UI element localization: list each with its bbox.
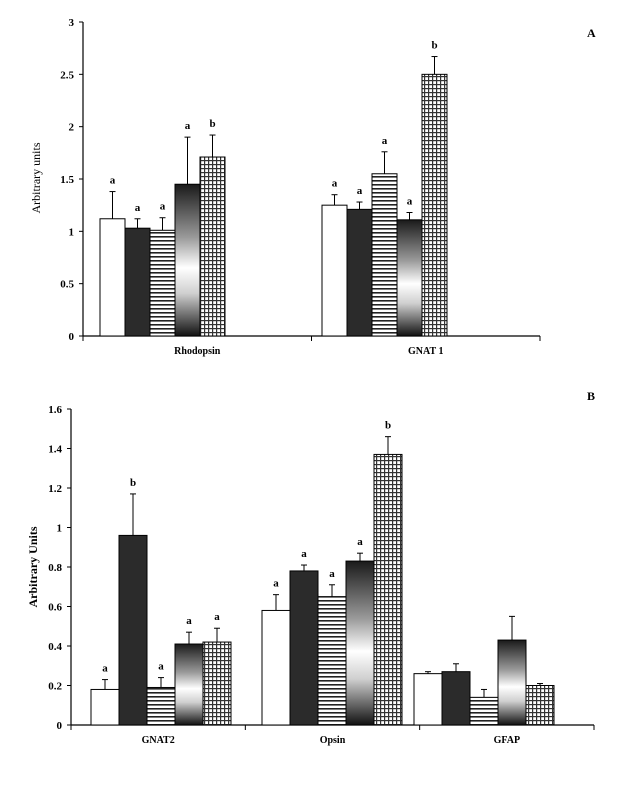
bar — [396, 219, 423, 337]
significance-label: b — [209, 118, 215, 130]
significance-label: a — [407, 195, 413, 207]
significance-label: a — [214, 611, 220, 623]
panel-b-letter: B — [587, 389, 595, 403]
x-category-label: GFAP — [494, 735, 520, 746]
bar — [199, 156, 226, 337]
panel-b-axes: 0 0.2 0.4 0.6 0.8 1 1.2 1.4 1.6 a b a a a GNAT2 a a a a b Op… — [48, 404, 595, 746]
significance-label: a — [382, 135, 388, 147]
bar — [346, 208, 373, 337]
y-tick-label: 0.6 — [48, 602, 62, 614]
y-tick-label: 0.8 — [48, 562, 62, 574]
x-category-label: GNAT2 — [142, 735, 175, 746]
significance-label: b — [431, 40, 437, 52]
bar — [321, 204, 348, 337]
significance-label: a — [160, 201, 166, 213]
y-tick-label: 1.4 — [48, 444, 62, 456]
significance-label: a — [329, 568, 335, 580]
panel-b: B Arbitrary Units 0 0.2 0.4 0.6 0.8 1 1.2 1.4 1.… — [26, 389, 595, 746]
bar — [371, 173, 398, 337]
y-tick-label: 1 — [57, 523, 63, 535]
bar — [345, 560, 375, 726]
bar — [441, 671, 471, 726]
panel-b-ylabel: Arbitrary Units — [26, 526, 40, 607]
bar — [261, 609, 291, 726]
y-tick-label: 0.2 — [48, 681, 62, 693]
x-category-label: Rhodopsin — [174, 346, 221, 357]
bar — [124, 227, 151, 337]
bar — [317, 596, 347, 726]
bar — [469, 696, 499, 726]
bar — [289, 570, 319, 726]
y-tick-label: 3 — [69, 17, 75, 29]
bar — [525, 685, 555, 726]
y-tick-label: 0 — [69, 331, 75, 343]
y-tick-label: 2 — [69, 122, 75, 134]
bar — [149, 229, 176, 337]
significance-label: b — [130, 477, 136, 489]
bar — [174, 643, 204, 726]
significance-label: a — [273, 578, 279, 590]
y-tick-label: 0 — [57, 720, 63, 732]
significance-label: a — [357, 536, 363, 548]
y-tick-label: 0.5 — [60, 279, 74, 291]
significance-label: a — [301, 548, 307, 560]
y-tick-label: 1.6 — [48, 404, 62, 416]
significance-label: b — [385, 420, 391, 432]
panel-a-axes: 0 0.5 1 1.5 2 2.5 3 a a a a b Rhodopsin a a a a b GNAT 1 — [60, 17, 541, 357]
x-category-label: GNAT 1 — [408, 346, 443, 357]
significance-label: a — [110, 175, 116, 187]
significance-label: a — [102, 663, 108, 675]
bar — [174, 183, 201, 337]
significance-label: a — [185, 120, 191, 132]
y-tick-label: 1.2 — [48, 483, 62, 495]
bar — [497, 639, 527, 726]
x-category-label: Opsin — [320, 735, 346, 746]
bar — [146, 686, 176, 726]
significance-label: a — [186, 615, 192, 627]
y-tick-label: 2.5 — [60, 69, 74, 81]
panel-a-letter: A — [587, 26, 596, 40]
panel-a: A Arbitrary units 0 0.5 1 1.5 2 2.5 3 a a a a b Rhod… — [29, 17, 596, 357]
bar — [118, 534, 148, 726]
significance-label: a — [332, 178, 338, 190]
bar — [421, 73, 448, 337]
y-tick-label: 1.5 — [60, 174, 74, 186]
bar — [202, 641, 232, 726]
bar — [413, 673, 443, 726]
y-tick-label: 0.4 — [48, 641, 62, 653]
bar — [99, 218, 126, 337]
significance-label: a — [158, 661, 164, 673]
bar — [90, 688, 120, 726]
significance-label: a — [357, 185, 363, 197]
significance-label: a — [135, 202, 141, 214]
panel-a-ylabel: Arbitrary units — [29, 142, 43, 213]
y-tick-label: 1 — [69, 226, 75, 238]
bar — [373, 453, 403, 726]
